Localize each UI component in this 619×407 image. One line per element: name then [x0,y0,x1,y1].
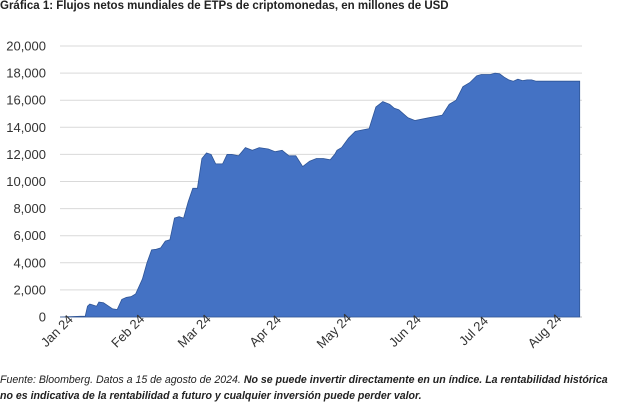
footnote-disclaimer: No se puede invertir directamente en un … [0,374,608,402]
y-tick-label: 8,000 [13,201,46,216]
y-tick-label: 0 [39,310,46,325]
chart-title: Gráfica 1: Flujos netos mundiales de ETP… [0,0,449,12]
area-chart: 0 2,000 4,000 6,000 8,000 10,000 12,000 14,000 1… [6,39,582,351]
footnote-source: Fuente: Bloomberg. Datos a 15 de agosto … [0,374,244,386]
y-tick-label: 20,000 [6,39,46,54]
area-series-flows [59,72,581,318]
y-axis: 0 2,000 4,000 6,000 8,000 10,000 12,000 14,000 1… [6,39,46,325]
x-tick-label: Jul 24 [456,313,491,348]
footnote: Fuente: Bloomberg. Datos a 15 de agosto … [0,372,610,404]
y-tick-label: 14,000 [6,120,46,135]
y-tick-label: 12,000 [6,147,46,162]
y-tick-label: 18,000 [6,66,46,81]
y-tick-label: 6,000 [13,228,46,243]
y-tick-label: 16,000 [6,93,46,108]
y-tick-label: 10,000 [6,174,46,189]
y-tick-label: 2,000 [13,282,46,297]
y-tick-label: 4,000 [13,255,46,270]
x-tick-label: Apr 24 [246,312,284,350]
